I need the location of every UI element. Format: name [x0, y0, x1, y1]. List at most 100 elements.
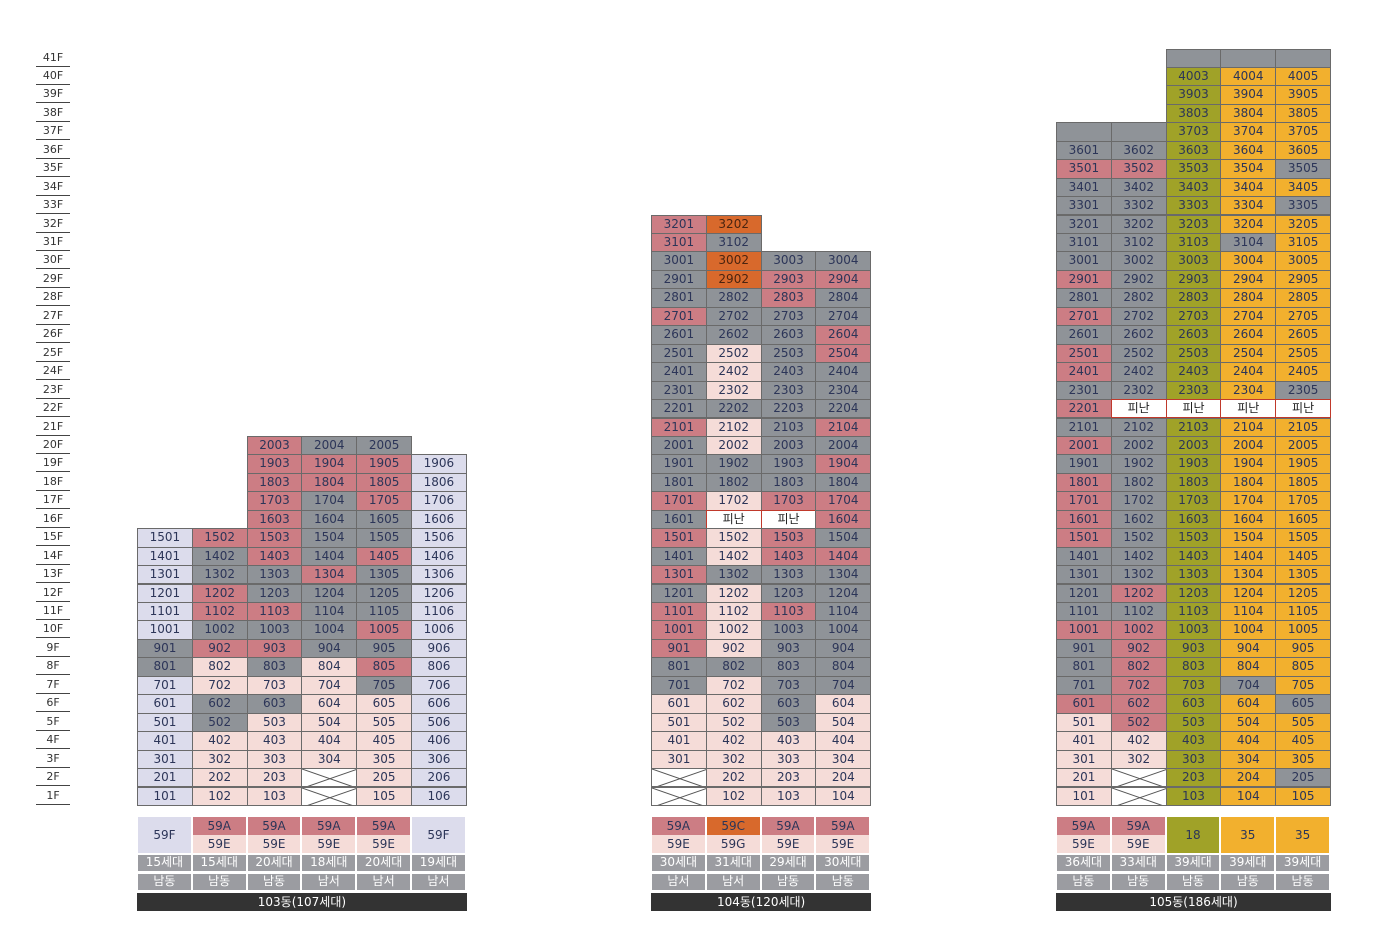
unit-cell: 1404 — [815, 546, 872, 567]
unit-cell: 1904 — [301, 454, 358, 474]
unit-cell: 3402 — [1110, 177, 1167, 198]
unit-cell: 504 — [1220, 712, 1277, 733]
unit-type-bottom: 59E — [761, 835, 815, 853]
unit-cell: 304 — [301, 749, 358, 769]
unit-cell: 2804 — [1220, 288, 1277, 308]
floor-label: 7F — [36, 676, 70, 694]
unit-cell: 801 — [651, 657, 707, 677]
floor-label: 8F — [36, 657, 70, 676]
unit-cell: 204 — [815, 768, 872, 788]
unit-cell: 3004 — [1220, 251, 1277, 271]
unit-cell: 2202 — [705, 399, 762, 419]
unit-cell: 3403 — [1165, 177, 1222, 198]
floor-label: 39F — [36, 85, 70, 104]
unit-cell: 1406 — [411, 546, 467, 567]
unit-cell: 2103 — [760, 417, 817, 437]
unit-cell: 903 — [760, 638, 817, 659]
unit-cell: 1403 — [246, 546, 303, 567]
unit-cell: 702 — [705, 675, 762, 696]
unit-cell: 205 — [1275, 768, 1331, 788]
unit-cell: 1001 — [137, 620, 193, 640]
unit-cell: 603 — [760, 694, 817, 714]
unit-cell: 2802 — [1110, 288, 1167, 308]
unit-type-box: 59A 59E — [761, 817, 815, 853]
unit-cell: 505 — [356, 712, 412, 733]
unit-type-bottom: 59E — [652, 835, 705, 853]
unit-cell: 1201 — [651, 583, 707, 603]
unit-cell: 3304 — [1220, 196, 1277, 216]
unit-cell: 1003 — [760, 620, 817, 640]
unit-cell: 2001 — [1056, 435, 1112, 456]
unit-cell: 1704 — [1220, 491, 1277, 511]
unit-type-top: 35 — [1276, 817, 1329, 853]
void-cell — [651, 768, 707, 788]
unit-cell: 3201 — [1056, 214, 1112, 234]
unit-cell: 3502 — [1110, 159, 1167, 179]
unit-cell: 1504 — [301, 528, 358, 548]
unit-cell: 104 — [1220, 786, 1277, 806]
unit-cell: 602 — [191, 694, 248, 714]
unit-cell: 2704 — [815, 306, 872, 327]
unit-cell: 804 — [1220, 657, 1277, 677]
unit-cell: 1302 — [1110, 565, 1167, 585]
unit-cell: 601 — [1056, 694, 1112, 714]
unit-cell: 303 — [1165, 749, 1222, 769]
unit-cell: 901 — [1056, 638, 1112, 659]
unit-cell: 2004 — [301, 435, 358, 456]
unit-cell: 3605 — [1275, 140, 1331, 161]
unit-cell: 804 — [815, 657, 872, 677]
unit-cell: 2501 — [1056, 343, 1112, 364]
floor-label: 9F — [36, 639, 70, 657]
unit-cell: 2003 — [760, 435, 817, 456]
household-count: 36세대 — [1057, 855, 1110, 871]
floor-label: 12F — [36, 584, 70, 602]
unit-cell: 1701 — [1056, 491, 1112, 511]
household-count: 15세대 — [192, 855, 246, 871]
unit-cell: 703 — [246, 675, 303, 696]
unit-cell: 403 — [760, 731, 817, 751]
unit-type-bottom: 59E — [302, 835, 356, 853]
unit-cell: 902 — [705, 638, 762, 659]
unit-cell: 1303 — [760, 565, 817, 585]
orientation-label: 남동 — [1057, 874, 1110, 890]
unit-cell: 2502 — [1110, 343, 1167, 364]
unit-cell: 405 — [356, 731, 412, 751]
floor-label: 11F — [36, 602, 70, 620]
unit-cell: 1303 — [1165, 565, 1222, 585]
orientation-label: 남서 — [357, 874, 410, 890]
unit-type-box: 59F — [412, 817, 465, 853]
unit-cell: 805 — [1275, 657, 1331, 677]
unit-cell: 3002 — [705, 251, 762, 271]
household-count: 29세대 — [761, 855, 815, 871]
unit-cell: 1104 — [301, 602, 358, 622]
unit-cell: 1004 — [301, 620, 358, 640]
unit-cell: 3102 — [1110, 233, 1167, 253]
unit-type-bottom: 59E — [192, 835, 246, 853]
unit-cell: 2203 — [760, 399, 817, 419]
floor-label: 19F — [36, 454, 70, 473]
unit-type-top: 59A — [247, 817, 301, 835]
unit-cell: 1301 — [651, 565, 707, 585]
unit-cell: 2404 — [815, 362, 872, 382]
unit-cell: 401 — [651, 731, 707, 751]
unit-cell: 1104 — [1220, 602, 1277, 622]
unit-cell: 901 — [651, 638, 707, 659]
unit-cell: 1103 — [1165, 602, 1222, 622]
unit-type-top: 59A — [192, 817, 246, 835]
unit-cell: 2201 — [651, 399, 707, 419]
unit-cell: 3303 — [1165, 196, 1222, 216]
floor-label: 23F — [36, 381, 70, 399]
unit-cell: 2802 — [705, 288, 762, 308]
unit-cell: 1805 — [356, 472, 412, 493]
unit-cell: 3003 — [1165, 251, 1222, 271]
unit-cell: 2701 — [1056, 306, 1112, 327]
unit-cell: 1703 — [246, 491, 303, 511]
unit-cell: 2301 — [1056, 380, 1112, 400]
unit-cell: 1401 — [1056, 546, 1112, 567]
unit-cell: 1201 — [137, 583, 193, 603]
unit-cell: 1001 — [1056, 620, 1112, 640]
unit-cell: 1603 — [1165, 509, 1222, 530]
orientation-label: 남서 — [302, 874, 356, 890]
unit-cell: 1403 — [1165, 546, 1222, 567]
unit-cell: 205 — [356, 768, 412, 788]
